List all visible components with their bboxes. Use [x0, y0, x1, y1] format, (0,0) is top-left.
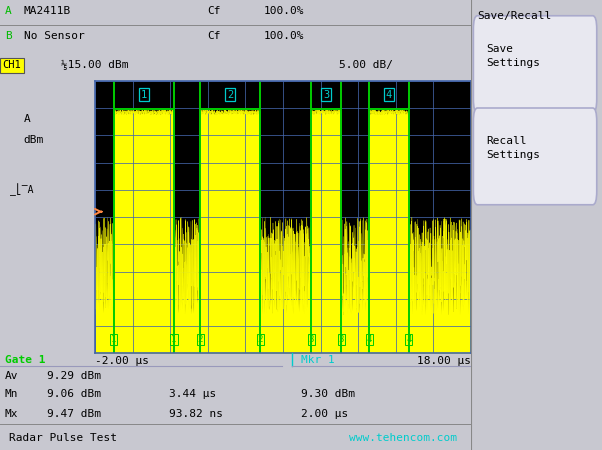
Text: 100.0%: 100.0% [264, 31, 304, 40]
Text: 3: 3 [308, 335, 314, 344]
Text: Gate 1: Gate 1 [5, 356, 45, 365]
Text: dBm: dBm [24, 135, 44, 145]
Text: 3: 3 [323, 90, 329, 99]
Text: -2.00 μs: -2.00 μs [95, 356, 149, 366]
Text: A: A [24, 114, 31, 124]
Text: 2: 2 [227, 90, 234, 99]
Text: 100.0%: 100.0% [264, 6, 304, 16]
Text: 4: 4 [367, 335, 372, 344]
Text: 1: 1 [111, 335, 117, 344]
Text: 1: 1 [141, 90, 147, 99]
Text: 9.06 dBm: 9.06 dBm [47, 389, 101, 399]
Text: MA2411B: MA2411B [23, 6, 71, 16]
Text: 1: 1 [172, 335, 177, 344]
Text: 9.47 dBm: 9.47 dBm [47, 410, 101, 419]
Text: Mkr 1: Mkr 1 [301, 356, 335, 365]
Text: 5.00 dB/: 5.00 dB/ [339, 60, 393, 70]
Text: 9.29 dBm: 9.29 dBm [47, 370, 101, 381]
Text: www.tehencom.com: www.tehencom.com [349, 433, 457, 443]
Text: A: A [5, 6, 11, 16]
FancyBboxPatch shape [473, 16, 597, 112]
Text: ⅕15.00 dBm: ⅕15.00 dBm [61, 60, 129, 70]
FancyBboxPatch shape [473, 108, 597, 205]
Text: 2: 2 [258, 335, 263, 344]
Text: 18.00 μs: 18.00 μs [417, 356, 471, 366]
Text: Cf: Cf [207, 31, 221, 40]
Text: 4: 4 [406, 335, 412, 344]
Text: 9.30 dBm: 9.30 dBm [301, 389, 355, 399]
Text: 3: 3 [338, 335, 344, 344]
Text: _⎣̅A: _⎣̅A [10, 184, 33, 196]
Text: Radar Pulse Test: Radar Pulse Test [10, 433, 117, 443]
Text: 2: 2 [197, 335, 203, 344]
Text: Cf: Cf [207, 6, 221, 16]
Text: Mx: Mx [5, 410, 18, 419]
Text: Save
Settings: Save Settings [486, 44, 541, 68]
Text: 2.00 μs: 2.00 μs [301, 410, 349, 419]
Text: Mn: Mn [5, 389, 18, 399]
Text: No Sensor: No Sensor [23, 31, 84, 40]
Text: 4: 4 [386, 90, 392, 99]
Text: CH1: CH1 [2, 60, 21, 70]
Text: 93.82 ns: 93.82 ns [170, 410, 223, 419]
Text: Recall
Settings: Recall Settings [486, 136, 541, 161]
Text: Av: Av [5, 370, 18, 381]
Text: Save/Recall: Save/Recall [477, 11, 551, 21]
Text: 3.44 μs: 3.44 μs [170, 389, 217, 399]
Text: B: B [5, 31, 11, 40]
